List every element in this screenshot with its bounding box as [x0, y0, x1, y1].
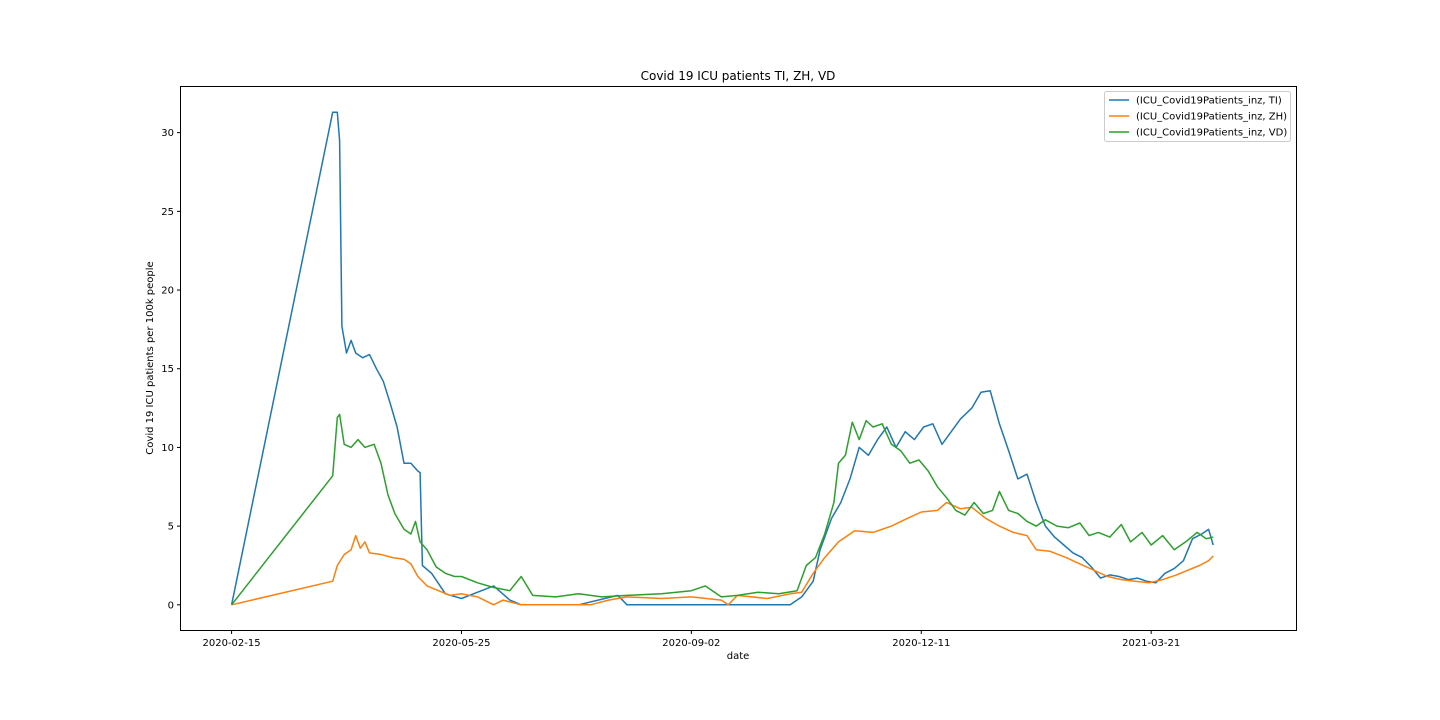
legend-label-1: (ICU_Covid19Patients_inz, ZH) — [1136, 112, 1287, 123]
y-tick-label-1: 5 — [168, 522, 174, 533]
plot-area-frame — [180, 86, 1297, 631]
x-axis-title: date — [727, 651, 750, 662]
y-tick-label-3: 15 — [161, 364, 174, 375]
y-tick-label-0: 0 — [168, 600, 174, 611]
x-tick-label-0: 2020-02-15 — [203, 638, 261, 649]
x-tick-label-1: 2020-05-25 — [432, 638, 490, 649]
y-tick-label-4: 20 — [161, 286, 174, 297]
x-tick-label-2: 2020-09-02 — [662, 638, 720, 649]
y-axis-title: Covid 19 ICU patients per 100k people — [145, 261, 156, 454]
series-lines — [230, 111, 1214, 606]
series-line-1 — [231, 501, 1214, 606]
legend-box — [1104, 91, 1291, 142]
series-line-0 — [230, 111, 1214, 606]
legend: (ICU_Covid19Patients_inz, TI) (ICU_Covid1… — [1104, 91, 1291, 142]
x-axis: 2020-02-15 2020-05-25 2020-09-02 2020-12-11… — [203, 630, 1180, 649]
legend-label-2: (ICU_Covid19Patients_inz, VD) — [1136, 128, 1287, 139]
y-axis: 0 5 10 15 20 25 30 — [161, 128, 181, 611]
y-tick-label-2: 10 — [161, 443, 174, 454]
legend-label-0: (ICU_Covid19Patients_inz, TI) — [1136, 96, 1282, 107]
series-line-2 — [231, 413, 1214, 606]
chart-title: Covid 19 ICU patients TI, ZH, VD — [641, 69, 836, 83]
y-tick-label-5: 25 — [161, 207, 174, 218]
y-tick-label-6: 30 — [161, 128, 174, 139]
x-tick-label-3: 2020-12-11 — [892, 638, 950, 649]
x-tick-label-4: 2021-03-21 — [1122, 638, 1180, 649]
